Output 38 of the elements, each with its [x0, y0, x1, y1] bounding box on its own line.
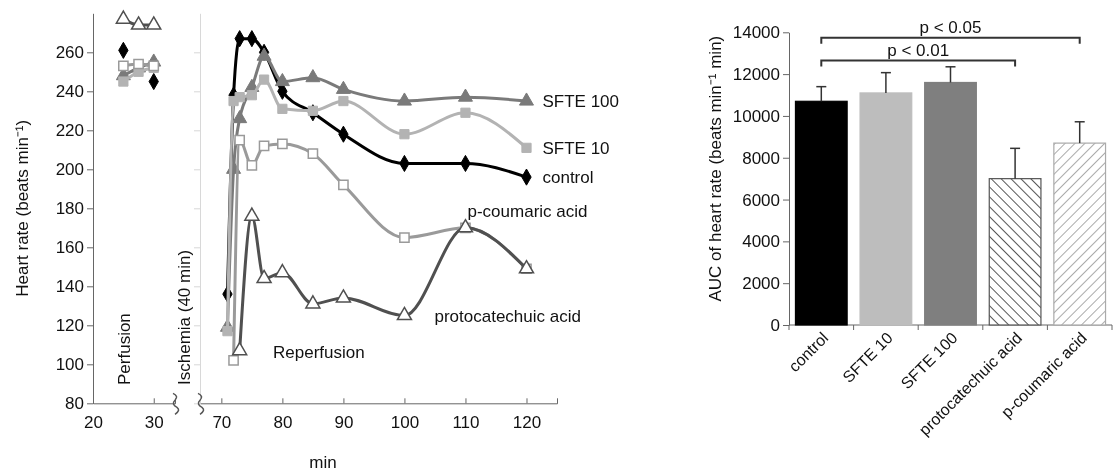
y-tick-label: 10000: [732, 106, 780, 126]
y-tick-label: 6000: [742, 190, 780, 210]
y-tick-label: 2000: [742, 274, 780, 294]
y-tick-label: 260: [55, 43, 84, 63]
x-tick-label: 90: [334, 413, 354, 433]
series-label: protocatechuic acid: [434, 306, 581, 326]
x-tick-label: 70: [212, 413, 232, 433]
annotation: Ischemia (40 min): [175, 249, 194, 385]
y-tick-label: 4000: [742, 232, 780, 252]
x-tick-label: 110: [452, 413, 480, 433]
series-label: control: [542, 168, 594, 188]
y-tick-label: 80: [65, 394, 84, 414]
annotation: p < 0.01: [887, 40, 950, 60]
annotation: Reperfusion: [273, 343, 365, 362]
x-axis-title: min: [309, 453, 337, 472]
y-tick-label: 220: [55, 121, 84, 141]
series-label: SFTE 100: [542, 92, 620, 111]
x-tick-label: 120: [512, 413, 542, 433]
series-label: p-coumaric acid: [467, 201, 588, 221]
x-tick-label: 30: [144, 413, 164, 433]
y-tick-label: 200: [55, 160, 84, 180]
y-tick-label: 8000: [742, 148, 780, 168]
x-tick-label: 20: [84, 413, 103, 433]
series-label: SFTE 10: [542, 138, 610, 158]
y-tick-label: 180: [55, 199, 84, 219]
y-tick-label: 120: [55, 316, 84, 336]
y-tick-label: 0: [770, 315, 780, 335]
y-axis-title: AUC of heart rate (beats min⁻¹ min): [706, 35, 725, 302]
y-tick-label: 12000: [732, 65, 780, 85]
annotation: p < 0.05: [919, 17, 982, 37]
y-tick-label: 14000: [732, 23, 780, 43]
x-tick-label: 100: [390, 413, 420, 433]
x-tick-label: 80: [273, 413, 293, 433]
y-tick-label: 160: [55, 238, 84, 258]
y-axis-title: Heart rate (beats min⁻¹): [13, 119, 32, 297]
y-tick-label: 140: [55, 277, 84, 297]
y-tick-label: 240: [55, 82, 84, 102]
annotation: Perfusion: [115, 313, 134, 385]
